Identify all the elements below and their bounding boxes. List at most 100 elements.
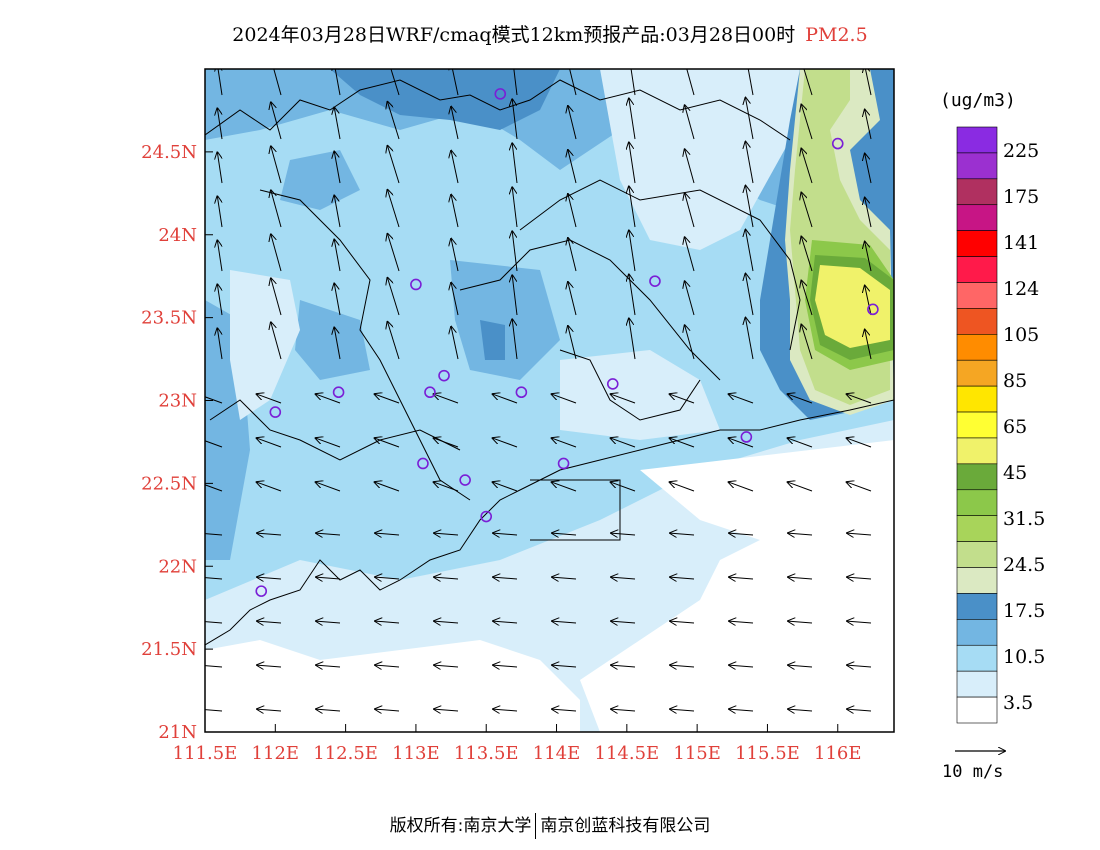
wind-arrow (451, 283, 459, 316)
wind-arrow (847, 394, 872, 404)
wind-arrow (568, 238, 577, 272)
wind-arrow (552, 665, 577, 667)
legend-band (956, 437, 998, 465)
station-marker (417, 457, 429, 470)
wind-arrow (729, 438, 754, 448)
wind-arrow (434, 577, 459, 579)
wind-arrow (552, 482, 577, 492)
y-tick-label: 24N (158, 225, 197, 246)
wind-arrow (273, 69, 282, 96)
boundary-1 (259, 189, 471, 501)
wind-arrow (451, 69, 459, 96)
station-marker (494, 88, 507, 100)
legend-band (956, 411, 998, 439)
wind-arrow (747, 69, 754, 96)
legend-band (956, 567, 998, 594)
wind-arrow (611, 621, 636, 623)
wind-arrow (205, 482, 223, 492)
wind-arrow (493, 709, 518, 711)
legend-label: 24.5 (1003, 554, 1046, 576)
wind-arrow (865, 69, 872, 96)
monitoring-stations (255, 88, 879, 597)
wind-arrow (316, 709, 341, 711)
station-marker (332, 386, 345, 399)
wind-arrow (271, 146, 282, 184)
wind-arrow (865, 154, 872, 184)
x-tick-label: 113E (392, 743, 440, 764)
wind-arrow (611, 394, 636, 404)
wind-arrow (316, 438, 341, 448)
wind-arrow (670, 438, 695, 448)
wind-arrow (512, 275, 518, 316)
wind-arrow (316, 394, 341, 404)
pollutant-label: PM2.5 (805, 24, 868, 46)
wind-arrow (512, 231, 518, 272)
legend-label: 141 (1003, 232, 1040, 254)
wind-arrow (205, 621, 223, 623)
wind-arrow (670, 665, 695, 667)
wind-arrow (788, 665, 813, 667)
station-marker (867, 303, 879, 316)
wind-arrow (611, 577, 636, 579)
legend-band (956, 308, 998, 335)
wind-arrow (745, 98, 754, 140)
wind-arrow (493, 438, 518, 448)
wind-arrow (847, 665, 872, 667)
legend-band (956, 230, 998, 257)
axes: 111.5E 112E 112.5E 113E 113.5E 114E 114.5E 115E… (141, 142, 861, 764)
wind-arrow (375, 438, 400, 448)
wind-arrow (205, 577, 223, 579)
wind-arrow (271, 234, 282, 272)
legend-band (956, 178, 998, 206)
wind-arrow (552, 577, 577, 579)
copyright-separator (535, 813, 537, 839)
wind-arrow (316, 665, 341, 667)
wind-arrow (316, 621, 341, 623)
x-tick-label: 112E (252, 743, 300, 764)
legend-band (956, 126, 998, 154)
map-title: 2024年03月28日WRF/cmaq模式12km预报产品:03月28日00时 P… (0, 20, 1100, 47)
wind-arrow (205, 533, 223, 535)
x-tick-label: 111.5E (173, 743, 238, 764)
wind-arrow (217, 152, 223, 184)
legend-label: 65 (1003, 416, 1028, 438)
station-marker (480, 510, 493, 523)
wind-arrow (568, 106, 577, 140)
legend-band (956, 463, 998, 491)
wind-arrow (865, 330, 872, 360)
wind-arrow (451, 107, 459, 140)
legend-band (956, 489, 998, 516)
legend-label: 17.5 (1003, 600, 1046, 622)
wind-arrow (685, 281, 695, 316)
wind-arrow (611, 533, 636, 535)
wind-arrow (685, 105, 695, 140)
wind-arrow (670, 621, 695, 623)
field-sea-white (580, 440, 894, 732)
wind-arrow (611, 482, 636, 492)
legend-colorbar (956, 126, 998, 724)
wind-arrow (670, 577, 695, 579)
wind-arrow (217, 328, 223, 360)
field-west-pale (230, 270, 300, 420)
wind-arrow (685, 325, 695, 360)
wind-arrow (552, 394, 577, 404)
legend-label: 225 (1003, 140, 1040, 162)
wind-arrow (434, 482, 459, 492)
wind-arrow (801, 281, 813, 316)
wind-reference-label: 10 m/s (942, 762, 1004, 782)
station-marker (831, 137, 844, 150)
wind-arrow (611, 665, 636, 667)
wind-arrow (670, 533, 695, 535)
wind-arrow (271, 102, 282, 140)
x-tick-label: 113.5E (454, 743, 519, 764)
wind-arrow (729, 709, 754, 711)
wind-arrow (451, 239, 459, 272)
wind-arrow (375, 577, 400, 579)
wind-arrow (801, 149, 813, 184)
wind-arrow (788, 533, 813, 535)
wind-arrow (685, 237, 695, 272)
station-marker (649, 275, 661, 287)
wind-arrow (568, 69, 577, 96)
station-marker (740, 431, 753, 443)
wind-arrow (316, 577, 341, 579)
